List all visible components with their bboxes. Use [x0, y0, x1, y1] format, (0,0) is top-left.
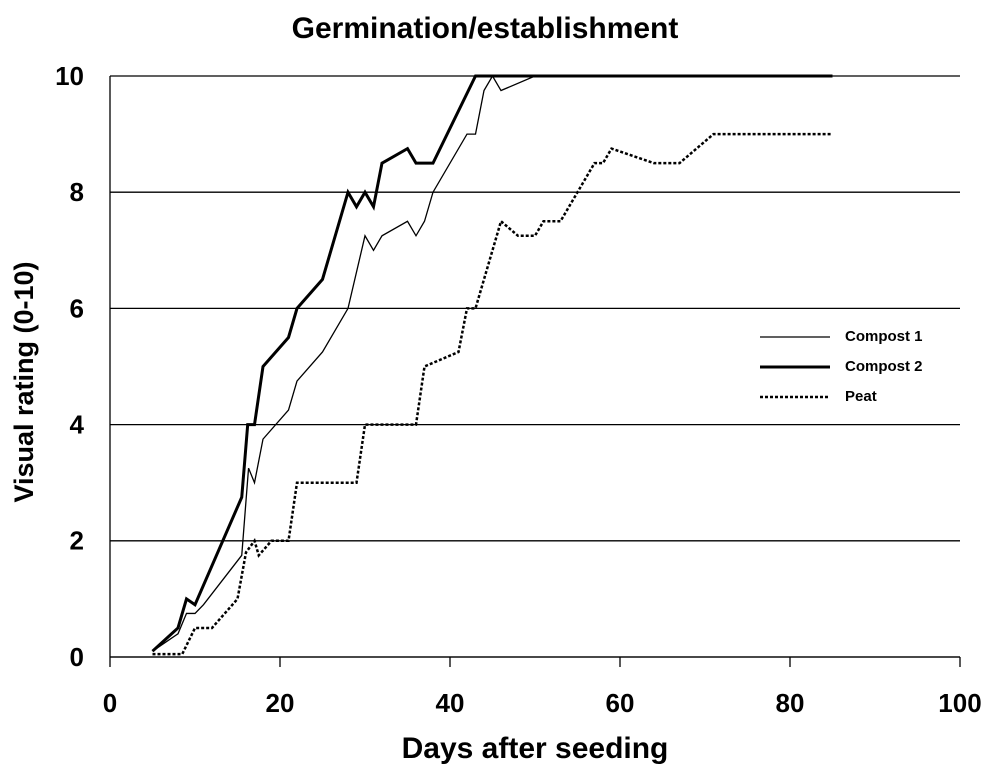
x-axis-label: Days after seeding — [402, 732, 669, 765]
x-tick-label: 20 — [266, 688, 295, 718]
y-tick-label: 10 — [55, 61, 84, 91]
x-tick-label: 100 — [938, 688, 981, 718]
legend-label: Peat — [845, 388, 877, 405]
line-series — [152, 132, 833, 656]
legend-label: Compost 1 — [845, 328, 923, 345]
y-tick-label: 6 — [70, 293, 84, 323]
y-tick-label: 0 — [70, 642, 84, 672]
x-tick-label: 0 — [103, 688, 117, 718]
y-tick-label: 2 — [70, 526, 84, 556]
x-tick-label: 40 — [436, 688, 465, 718]
y-axis-label: Visual rating (0-10) — [9, 261, 39, 502]
y-tick-label: 8 — [70, 177, 84, 207]
chart-title: Germination/establishment — [292, 12, 679, 45]
legend-label: Compost 2 — [845, 358, 923, 375]
y-tick-label: 4 — [70, 409, 85, 439]
line-series — [151, 74, 833, 653]
x-tick-label: 60 — [606, 688, 635, 718]
x-tick-label: 80 — [776, 688, 805, 718]
line-series — [152, 74, 833, 652]
